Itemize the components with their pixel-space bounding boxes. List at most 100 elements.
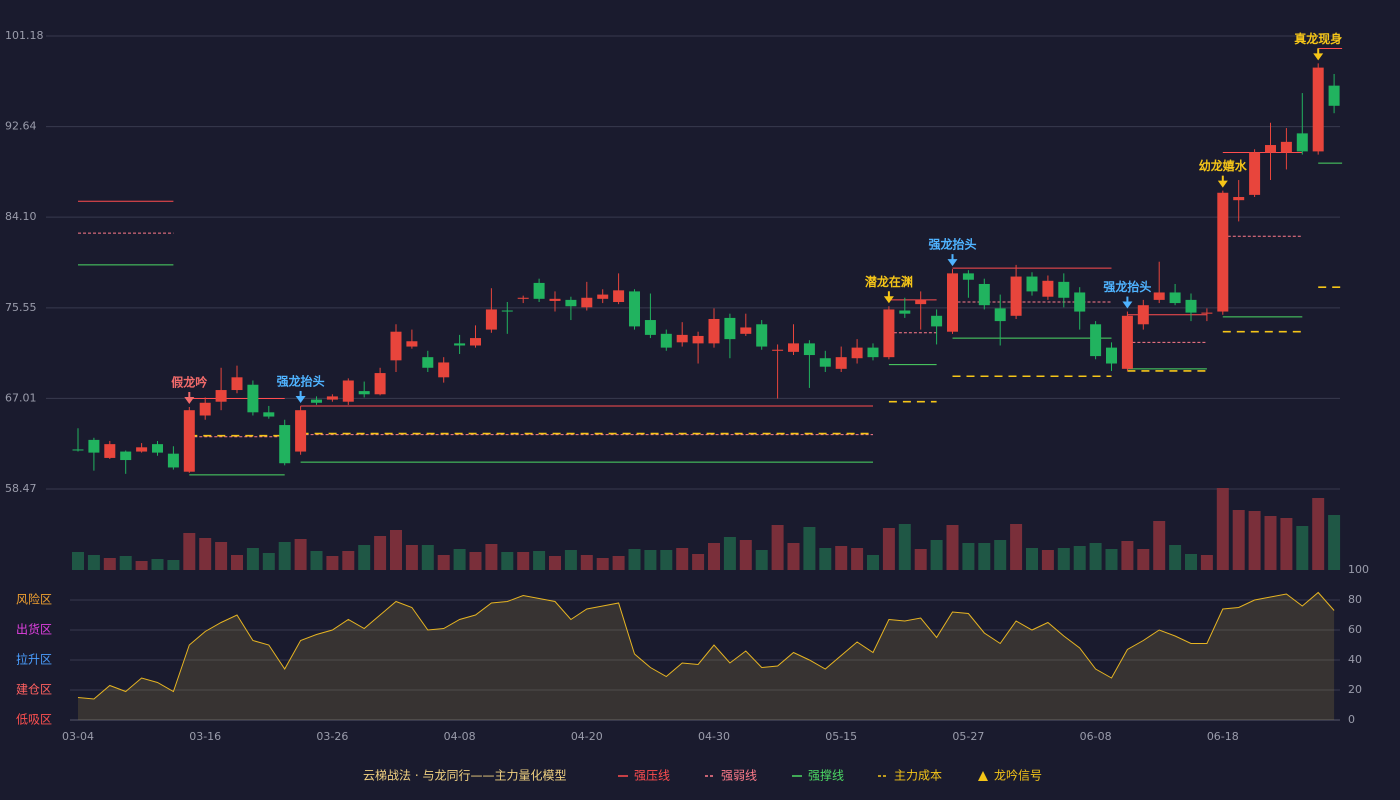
signal-arrow [295, 395, 306, 403]
volume-bar [246, 548, 259, 570]
legend-title: 云梯战法 · 与龙同行——主力量化模型 [363, 769, 566, 783]
candle-body [931, 315, 943, 327]
signal-label: 潜龙在渊 [865, 274, 913, 289]
candle-body [565, 299, 577, 307]
osc-line [77, 591, 1335, 700]
x-tick-label: 04-08 [444, 730, 476, 743]
candle-body [581, 297, 593, 308]
candle-body [358, 391, 370, 395]
volume-bar [676, 548, 689, 570]
zone-label: 低吸区 [16, 713, 52, 727]
x-tick-label: 03-16 [189, 730, 221, 743]
volume-bar [87, 555, 100, 570]
osc-tick-label: 40 [1348, 653, 1362, 666]
volume-bar [374, 536, 387, 570]
signal-label: 强龙抬头 [928, 237, 976, 252]
candle-body [1296, 133, 1308, 152]
candle-body [867, 347, 879, 358]
candle-body [1058, 281, 1070, 298]
candle-body [644, 320, 656, 335]
candle-body [883, 309, 895, 358]
candle-body [1121, 315, 1133, 369]
candle-body [1185, 299, 1197, 313]
candle-body [311, 399, 322, 403]
signal-arrow [947, 259, 958, 267]
volume-bar [1010, 524, 1023, 570]
candle-body [167, 453, 179, 468]
volume-bar [549, 556, 561, 570]
candle-body [1328, 85, 1340, 106]
volume-bar [755, 550, 768, 570]
volume-bar [294, 539, 307, 570]
volume-bar [660, 550, 673, 570]
candle-body [851, 347, 863, 359]
volume-bar [882, 528, 895, 570]
volume-bar [437, 555, 450, 570]
candle-body [104, 444, 116, 458]
volume-bar [1121, 541, 1134, 570]
candle-body [613, 290, 625, 303]
x-tick-label: 03-26 [316, 730, 348, 743]
candle-body [247, 384, 259, 413]
osc-tick-label: 0 [1348, 713, 1355, 726]
x-tick-label: 05-15 [825, 730, 857, 743]
volume-bar [723, 537, 736, 570]
candle-body [1312, 67, 1324, 152]
volume-bar [1280, 518, 1293, 570]
volume-bar [835, 546, 848, 570]
volume-bar [533, 551, 546, 570]
candle-body [835, 357, 847, 369]
candle-body [422, 357, 434, 368]
candle-body [772, 349, 784, 351]
volume-bar [644, 550, 657, 570]
y-tick-label: 75.55 [5, 301, 37, 314]
candle-body [1249, 152, 1261, 195]
volume-bar [898, 524, 911, 570]
volume-bar [326, 556, 339, 570]
volume-bar [1264, 516, 1277, 570]
volume-bar [564, 550, 577, 570]
volume-bar [914, 549, 927, 570]
volume-bar [262, 553, 275, 570]
signal-label: 假龙吟 [171, 375, 207, 390]
candle-body [295, 410, 307, 452]
signal-label: 强龙抬头 [277, 373, 325, 388]
volume-bar [1169, 545, 1182, 570]
candle-body [1090, 324, 1102, 357]
volume-bar [612, 556, 625, 570]
volume-bar [867, 555, 879, 570]
candle-body [438, 362, 450, 378]
volume-bar [1200, 555, 1213, 570]
signal-arrow [1313, 53, 1324, 61]
candle-body [1169, 292, 1181, 304]
volume-bar [1089, 543, 1102, 570]
volume-bar [739, 540, 752, 570]
candle-body [756, 324, 768, 347]
candle-body [962, 273, 974, 280]
x-tick-label: 06-18 [1207, 730, 1239, 743]
candle-body [533, 282, 545, 299]
zone-label: 建仓区 [16, 683, 52, 697]
candle-body [676, 334, 688, 343]
y-tick-label: 101.18 [5, 29, 44, 42]
candle-body [485, 309, 497, 330]
signal-label: 幼龙嬉水 [1199, 158, 1248, 173]
candle-body [994, 308, 1006, 322]
candle-body [597, 294, 609, 299]
osc-tick-label: 20 [1348, 683, 1362, 696]
candle-body [660, 333, 672, 348]
volume-bar [469, 552, 482, 570]
y-tick-label: 67.01 [5, 391, 37, 404]
osc-tick-label: 60 [1348, 623, 1362, 636]
signal-arrow [184, 397, 195, 405]
volume-bar [1216, 488, 1229, 570]
candle-body [978, 283, 990, 306]
osc-area [78, 592, 1335, 720]
volume-bar [803, 527, 816, 570]
volume-bar [199, 538, 212, 570]
volume-bar [501, 552, 514, 570]
candle-body [199, 402, 211, 416]
volume-bar [962, 543, 975, 570]
